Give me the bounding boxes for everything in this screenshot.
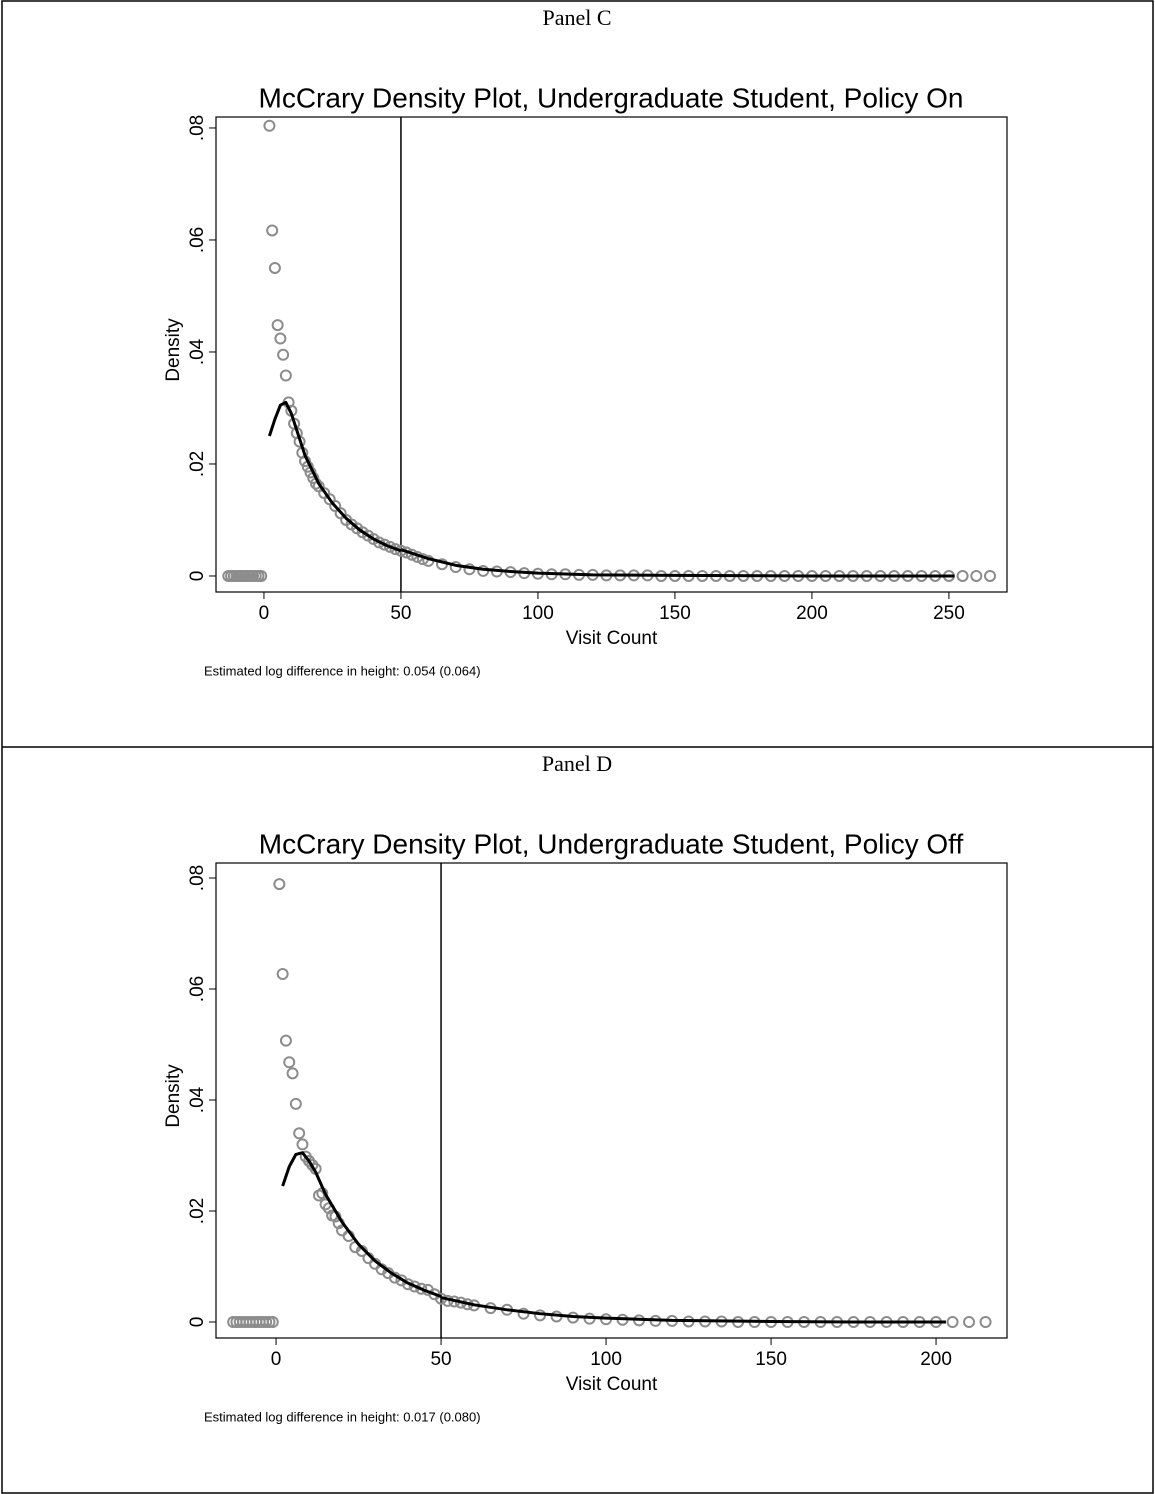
panel-title: Panel D [542,751,612,776]
x-tick-label: 200 [920,1349,952,1370]
density-point [277,348,290,361]
density-point [408,1280,421,1293]
plot-area [215,116,1008,593]
y-tick-label: 0 [187,571,208,582]
y-tick-label: .06 [187,227,208,253]
y-tick-label: .02 [187,451,208,477]
x-tick-label: 50 [390,603,411,624]
density-point [273,878,286,891]
y-axis-label: Density [163,1064,184,1128]
y-tick-label: 0 [187,1317,208,1328]
density-point [268,261,281,274]
x-axis-label: Visit Count [566,628,658,649]
density-point [970,569,983,582]
fit-line [268,400,402,553]
density-point [276,968,289,981]
x-tick-label: 200 [796,603,828,624]
y-tick-label: .08 [187,865,208,891]
density-point [266,1316,279,1329]
y-tick-label: .08 [187,115,208,141]
density-point [415,1282,428,1295]
y-tick-label: .06 [187,976,208,1002]
density-point [255,569,268,582]
x-axis-label: Visit Count [566,1374,658,1395]
x-tick-label: 0 [271,1349,282,1370]
density-point [378,538,391,551]
density-point [383,540,396,553]
x-tick-label: 150 [755,1349,787,1370]
density-point [296,1138,309,1151]
x-tick-label: 150 [659,603,691,624]
fit-line [281,1151,442,1298]
note: Estimated log difference in height: 0.01… [204,1409,481,1424]
x-tick-label: 100 [522,603,554,624]
x-tick-label: 0 [259,603,270,624]
density-point [373,536,386,549]
density-point [984,569,997,582]
x-tick-label: 50 [430,1349,451,1370]
x-tick-label: 250 [933,603,965,624]
density-point [963,1316,976,1329]
density-point [274,332,287,345]
y-tick-label: .02 [187,1198,208,1224]
density-point [286,1067,299,1080]
y-tick-label: .04 [187,338,208,365]
density-point [956,569,969,582]
density-point [283,1056,296,1069]
density-point [271,319,284,332]
plot-area [215,862,1008,1339]
note: Estimated log difference in height: 0.05… [204,663,481,678]
fit-line [440,1296,946,1324]
chart-title: McCrary Density Plot, Undergraduate Stud… [259,828,964,859]
chart-title: McCrary Density Plot, Undergraduate Stud… [259,82,964,113]
density-point [289,1097,302,1110]
y-axis-label: Density [163,318,184,382]
panel-title: Panel C [542,5,611,30]
x-tick-label: 100 [590,1349,622,1370]
density-point [279,1034,292,1047]
density-point [279,369,292,382]
fit-line [400,548,955,578]
density-point [979,1316,992,1329]
density-point [946,1316,959,1329]
y-tick-label: .04 [187,1086,208,1113]
density-point [266,224,279,237]
density-point [263,119,276,132]
density-point [293,1127,306,1140]
